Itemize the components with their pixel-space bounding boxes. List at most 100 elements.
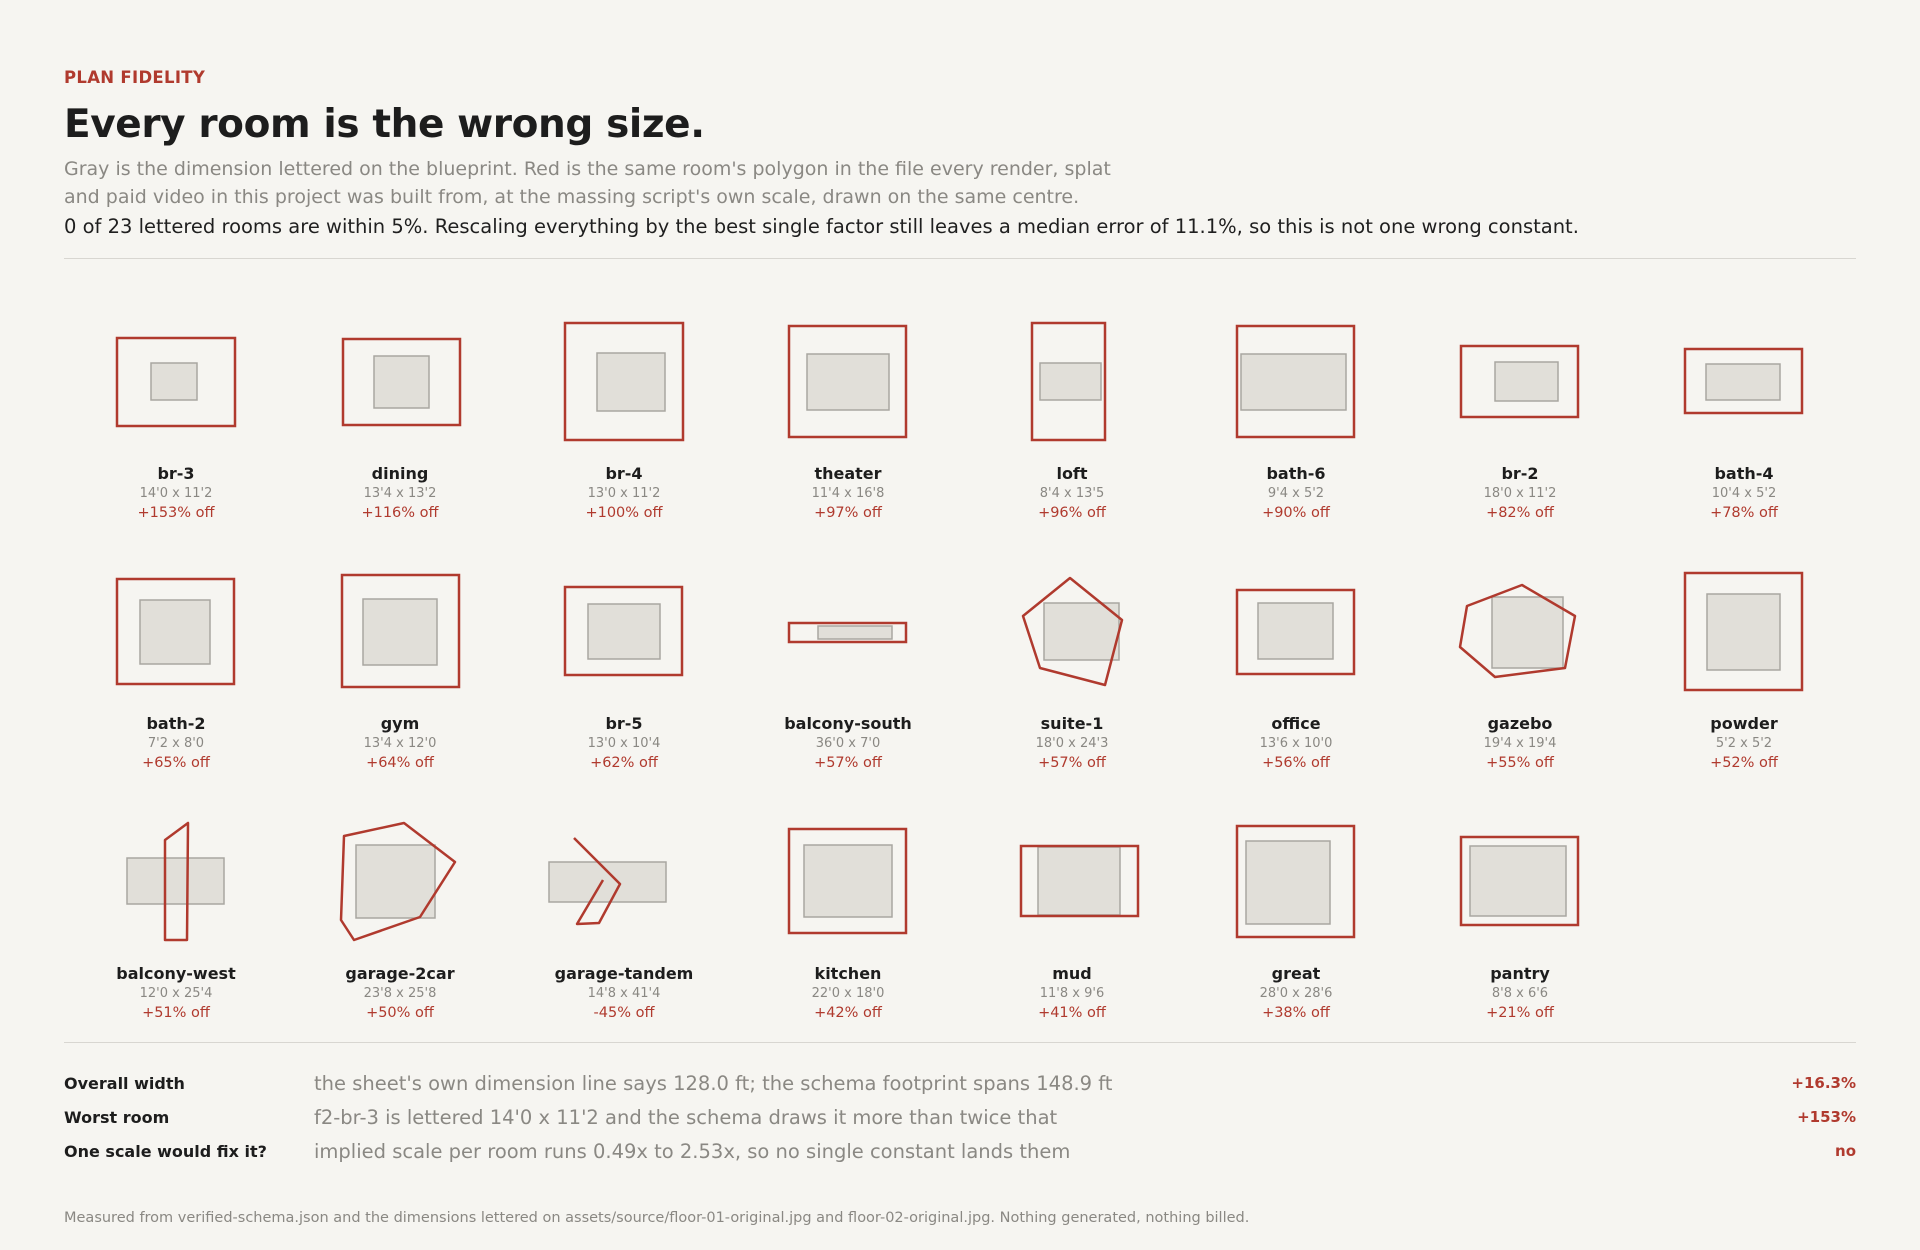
room-card: bath-6 9'4 x 5'2 +90% off	[1184, 320, 1408, 560]
room-card: bath-4 10'4 x 5'2 +78% off	[1632, 320, 1856, 560]
room-card: kitchen 22'0 x 18'0 +42% off	[736, 820, 960, 1060]
room-diagram	[115, 577, 236, 686]
page-title: Every room is the wrong size.	[64, 102, 705, 147]
room-name: theater	[814, 464, 882, 483]
room-dimension: 11'4 x 16'8	[811, 486, 885, 501]
room-card: loft 8'4 x 13'5 +96% off	[960, 320, 1184, 560]
schema-shape	[573, 837, 622, 926]
room-diagram	[115, 336, 237, 428]
room-dimension: 8'8 x 6'6	[1491, 986, 1549, 1001]
room-card: br-3 14'0 x 11'2 +153% off	[64, 320, 288, 560]
schema-shape	[341, 337, 462, 427]
room-name: office	[1271, 714, 1321, 733]
room-error: +100% off	[585, 505, 663, 521]
summary-text: f2-br-3 is lettered 14'0 x 11'2 and the …	[314, 1106, 1058, 1129]
schema-shape	[787, 827, 908, 935]
room-dimension: 13'0 x 10'4	[587, 736, 661, 751]
blueprint-shape	[1705, 363, 1781, 401]
room-diagram	[1021, 576, 1124, 687]
summary-text: the sheet's own dimension line says 128.…	[314, 1072, 1113, 1095]
schema-shape	[115, 336, 237, 428]
blueprint-shape	[1037, 846, 1121, 916]
room-card: gym 13'4 x 12'0 +64% off	[288, 570, 512, 810]
blueprint-shape	[548, 861, 667, 903]
room-name: br-2	[1501, 464, 1539, 483]
room-diagram	[787, 621, 908, 644]
room-name: br-5	[605, 714, 643, 733]
schema-shape	[1458, 583, 1577, 679]
room-card: gazebo 19'4 x 19'4 +55% off	[1408, 570, 1632, 810]
summary-value: no	[1835, 1142, 1856, 1160]
subtitle-line-1: Gray is the dimension lettered on the bl…	[64, 158, 1111, 180]
room-dimension: 18'0 x 11'2	[1483, 486, 1557, 501]
divider-top	[64, 258, 1856, 259]
schema-shape	[1683, 347, 1804, 415]
room-error: +78% off	[1710, 505, 1778, 521]
room-error: +64% off	[366, 755, 434, 771]
room-card: powder 5'2 x 5'2 +52% off	[1632, 570, 1856, 810]
blueprint-shape	[1706, 593, 1781, 671]
blueprint-shape	[1494, 361, 1559, 402]
room-error: +41% off	[1038, 1005, 1106, 1021]
room-card: theater 11'4 x 16'8 +97% off	[736, 320, 960, 560]
room-error: +55% off	[1486, 755, 1554, 771]
room-dimension: 13'4 x 12'0	[363, 736, 437, 751]
room-card: br-4 13'0 x 11'2 +100% off	[512, 320, 736, 560]
room-error: +62% off	[590, 755, 658, 771]
summary-label: One scale would fix it?	[64, 1142, 267, 1161]
schema-shape	[787, 621, 908, 644]
room-name: br-3	[157, 464, 195, 483]
room-error: +42% off	[814, 1005, 882, 1021]
room-diagram	[1459, 835, 1580, 927]
room-dimension: 19'4 x 19'4	[1483, 736, 1557, 751]
room-name: kitchen	[814, 964, 882, 983]
schema-shape	[1021, 576, 1124, 687]
schema-shape	[1235, 324, 1356, 439]
room-error: +97% off	[814, 505, 882, 521]
room-card: balcony-west 12'0 x 25'4 +51% off	[64, 820, 288, 1060]
summary-value: +16.3%	[1791, 1074, 1856, 1092]
room-error: +51% off	[142, 1005, 210, 1021]
blueprint-shape	[362, 598, 438, 666]
blueprint-shape	[806, 353, 890, 411]
room-dimension: 18'0 x 24'3	[1035, 736, 1109, 751]
blueprint-shape	[355, 844, 436, 919]
room-diagram	[787, 827, 908, 935]
room-dimension: 14'8 x 41'4	[587, 986, 661, 1001]
summary-label: Worst room	[64, 1108, 170, 1127]
blueprint-shape	[1039, 362, 1102, 401]
blueprint-shape	[1043, 602, 1120, 661]
schema-shape	[563, 585, 684, 677]
schema-shape	[163, 821, 190, 942]
room-name: bath-2	[146, 714, 206, 733]
room-name: great	[1271, 964, 1321, 983]
room-error: -45% off	[593, 1005, 655, 1021]
room-name: dining	[371, 464, 429, 483]
room-name: garage-2car	[345, 964, 455, 983]
room-diagram	[1235, 588, 1356, 676]
room-error: +57% off	[1038, 755, 1106, 771]
room-card: mud 11'8 x 9'6 +41% off	[960, 820, 1184, 1060]
room-diagram	[563, 321, 685, 442]
room-diagram	[339, 821, 457, 942]
room-diagram	[1458, 583, 1577, 679]
room-name: bath-6	[1266, 464, 1326, 483]
blueprint-shape	[596, 352, 666, 412]
schema-shape	[340, 573, 461, 689]
room-diagram	[1030, 321, 1107, 442]
room-error: +57% off	[814, 755, 882, 771]
room-name: mud	[1052, 964, 1092, 983]
subtitle-line-2: and paid video in this project was built…	[64, 186, 1080, 208]
schema-shape	[1459, 835, 1580, 927]
room-dimension: 13'0 x 11'2	[587, 486, 661, 501]
blueprint-shape	[1240, 353, 1347, 411]
room-dimension: 8'4 x 13'5	[1039, 486, 1105, 501]
summary-row: Overall width the sheet's own dimension …	[64, 1072, 1856, 1100]
room-error: +65% off	[142, 755, 210, 771]
room-error: +38% off	[1262, 1005, 1330, 1021]
room-name: bath-4	[1714, 464, 1774, 483]
room-diagram	[1235, 324, 1356, 439]
room-name: gym	[380, 714, 420, 733]
schema-shape	[339, 821, 457, 942]
room-error: +52% off	[1710, 755, 1778, 771]
